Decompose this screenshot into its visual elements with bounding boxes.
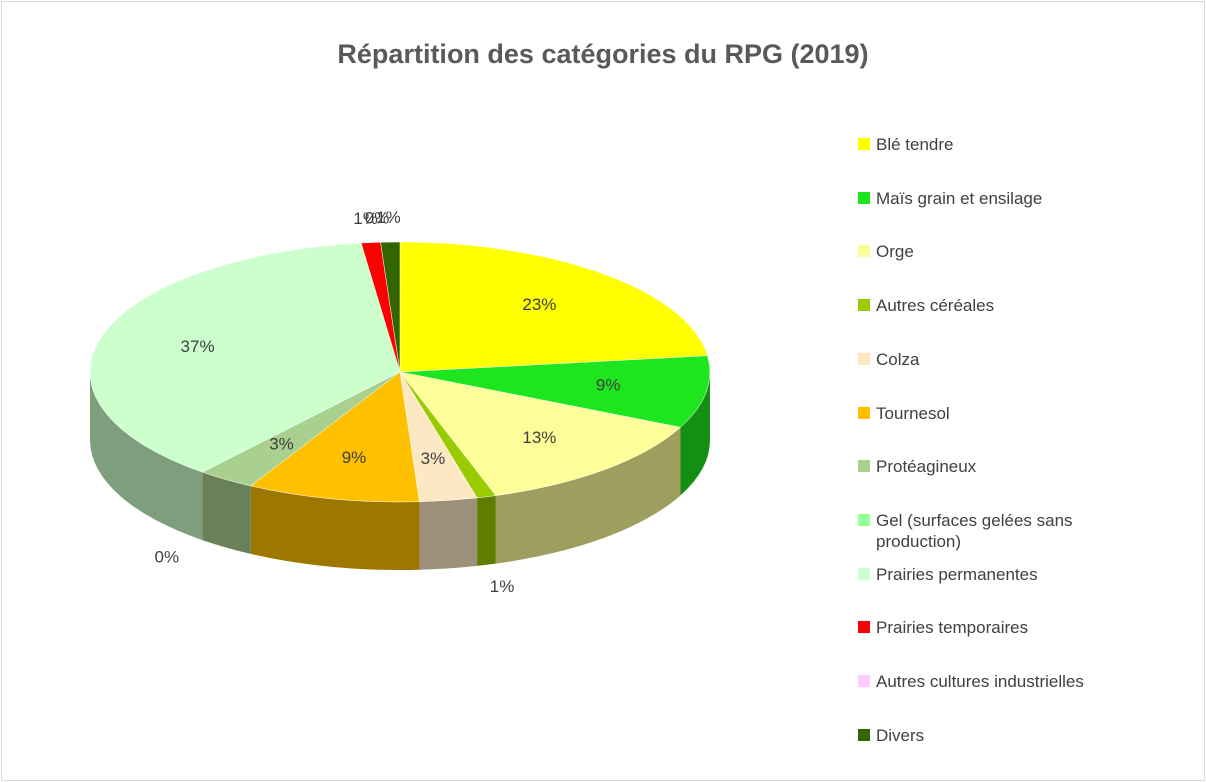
legend-label: Protéagineux xyxy=(876,457,977,477)
legend-swatch xyxy=(858,406,870,419)
pie-slice xyxy=(399,371,682,496)
legend-swatch xyxy=(858,245,870,258)
pie-tops xyxy=(89,241,711,503)
legend-item: Prairies temporaires xyxy=(858,617,1028,638)
pie-slice xyxy=(399,241,708,373)
legend-label: Autres céréales xyxy=(876,296,995,316)
pie-wall xyxy=(419,497,478,570)
data-label: 37% xyxy=(181,337,215,356)
legend-item: Autres cultures industrielles xyxy=(858,671,1084,692)
legend-item: Divers xyxy=(858,725,924,746)
legend-label: Orge xyxy=(876,242,914,262)
legend-item: Blé tendre xyxy=(858,134,954,155)
data-label: 9% xyxy=(342,448,367,467)
legend-label: Autres cultures industrielles xyxy=(876,672,1084,691)
legend-item: Protéagineux xyxy=(858,456,976,477)
data-label: 0% xyxy=(155,548,180,567)
data-label: 3% xyxy=(269,435,294,454)
data-label: 1% xyxy=(490,577,515,596)
legend-swatch xyxy=(858,621,870,634)
chart-title: Répartition des catégories du RPG (2019) xyxy=(337,39,868,69)
pie-wall xyxy=(495,427,681,564)
legend-swatch xyxy=(858,567,870,580)
pie-walls xyxy=(89,372,710,571)
pie-wall xyxy=(250,485,420,571)
legend-swatch xyxy=(858,675,870,687)
legend-label: Gel (surfaces gelées sans production) xyxy=(876,510,1073,551)
legend-label: Divers xyxy=(876,725,925,745)
legend-label: Blé tendre xyxy=(876,135,954,154)
legend-label: Prairies permanentes xyxy=(876,564,1038,584)
pie-wall xyxy=(202,472,251,554)
pie-wall xyxy=(477,495,496,566)
legend-item: Maïs grain et ensilage xyxy=(858,188,1042,209)
data-label: 23% xyxy=(522,295,556,314)
data-label: 1% xyxy=(353,209,378,228)
legend-item: Gel (surfaces gelées sans production) xyxy=(858,510,1158,552)
legend-label: Tournesol xyxy=(876,403,950,423)
legend-swatch xyxy=(858,460,870,473)
data-label: 1% xyxy=(376,208,401,227)
legend-swatch xyxy=(858,728,870,741)
pie-slice xyxy=(250,371,420,503)
legend-item: Colza xyxy=(858,349,919,370)
legend-label: Colza xyxy=(876,349,920,369)
legend-swatch xyxy=(858,513,870,526)
pie-wall xyxy=(680,372,710,496)
data-label: 0% xyxy=(365,208,390,227)
legend-item: Tournesol xyxy=(858,403,950,424)
legend-swatch xyxy=(858,352,870,365)
data-label: 3% xyxy=(421,449,446,468)
legend-label: Maïs grain et ensilage xyxy=(876,188,1043,208)
data-label: 13% xyxy=(522,428,556,447)
pie-slice xyxy=(89,242,401,473)
legend-swatch xyxy=(858,138,870,150)
data-label: 9% xyxy=(596,375,621,394)
legend-label: Prairies temporaires xyxy=(876,618,1029,638)
legend-swatch xyxy=(858,299,870,312)
pie-wall xyxy=(89,372,203,541)
pie-slice xyxy=(399,355,711,428)
legend-swatch xyxy=(858,191,870,204)
pie-slice xyxy=(380,241,401,373)
legend-item: Orge xyxy=(858,241,914,262)
legend-item: Prairies permanentes xyxy=(858,564,1038,585)
legend-item: Autres céréales xyxy=(858,295,994,316)
pie-labels: 23%9%13%1%3%9%3%0%37%1%0%1% xyxy=(155,208,621,596)
